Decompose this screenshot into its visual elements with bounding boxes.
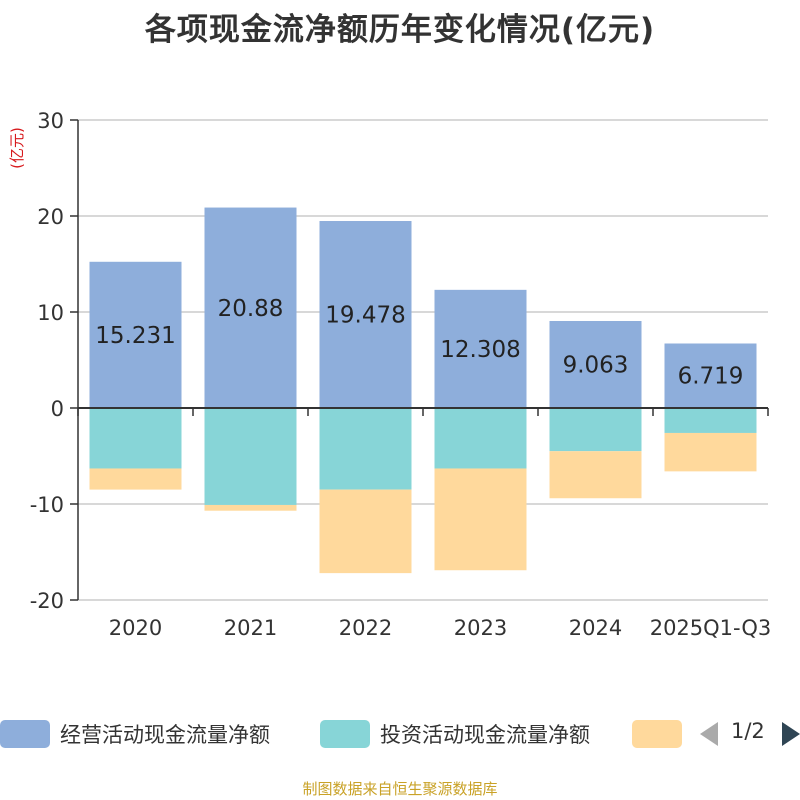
x-tick-label-2020: 2020 (109, 616, 162, 640)
grid-layer (78, 119, 768, 601)
bar-series0-2023 (434, 289, 527, 408)
bar-series1-2020 (89, 408, 182, 469)
legend-item-operating[interactable]: 经营活动现金流量净额 (0, 716, 310, 752)
y-tick-label--20: -20 (30, 589, 64, 613)
legend-next-page-icon[interactable] (782, 722, 800, 746)
legend-prev-page-icon[interactable] (700, 722, 718, 746)
data-label-2020: 15.231 (95, 323, 175, 349)
bar-series2-2021 (204, 504, 297, 511)
x-tick-label-2024: 2024 (569, 616, 622, 640)
data-label-2023: 12.308 (440, 337, 520, 363)
legend-swatch-operating (0, 720, 50, 748)
bar-series0-2025Q1-Q3 (664, 343, 757, 408)
bar-series1-2021 (204, 408, 297, 505)
source-note: 制图数据来自恒生聚源数据库 (302, 780, 498, 798)
y-axis-label: (亿元) (8, 127, 26, 169)
legend-label-operating: 经营活动现金流量净额 (60, 723, 270, 747)
label-layer: 15.231 20.88 19.478 12.308 9.063 6.719 (95, 296, 743, 390)
legend-item-investing[interactable]: 投资活动现金流量净额 (320, 716, 630, 752)
bar-series0-2021 (204, 207, 297, 408)
legend-swatch-third (632, 720, 682, 748)
bar-series0-2022 (319, 221, 412, 408)
chart-title: 各项现金流净额历年变化情况(亿元) (144, 12, 656, 48)
legend-swatch-investing (320, 720, 370, 748)
x-tick-label-2023: 2023 (454, 616, 507, 640)
data-label-2025Q1-Q3: 6.719 (678, 364, 744, 390)
chart-plot: 30 20 10 0 -10 -20 (亿元) 2020 2021 2022 2023 2024 202… (8, 109, 771, 640)
data-label-2024: 9.063 (563, 352, 629, 378)
bar-series1-2024 (549, 408, 642, 452)
x-tick-label-2022: 2022 (339, 616, 392, 640)
bar-series0-2020 (89, 261, 182, 408)
y-tick-label-0: 0 (51, 397, 64, 421)
legend-page-indicator: 1/2 (731, 719, 765, 743)
bar-series1-2025Q1-Q3 (664, 408, 757, 433)
data-label-2022: 19.478 (325, 303, 405, 329)
bar-series2-2024 (549, 451, 642, 499)
data-label-2021: 20.88 (218, 296, 284, 322)
x-tick-label-2025Q1-Q3: 2025Q1-Q3 (650, 616, 772, 640)
bar-series1-2023 (434, 408, 527, 469)
bar-series2-2020 (89, 468, 182, 490)
x-tick-label-2021: 2021 (224, 616, 277, 640)
bar-series2-2025Q1-Q3 (664, 432, 757, 472)
bar-series2-2023 (434, 468, 527, 571)
y-tick-label-30: 30 (37, 109, 64, 133)
y-tick-label--10: -10 (30, 493, 64, 517)
bar-series2-2022 (319, 489, 412, 574)
bar-layer (89, 207, 757, 574)
axis-layer: 30 20 10 0 -10 -20 (亿元) 2020 2021 2022 2023 2024 202… (8, 109, 771, 640)
legend-label-investing: 投资活动现金流量净额 (380, 723, 590, 747)
bar-series0-2024 (549, 320, 642, 408)
bar-series1-2022 (319, 408, 412, 490)
y-tick-label-20: 20 (37, 205, 64, 229)
legend-item-third[interactable] (632, 716, 684, 752)
legend-pager: 1/2 (700, 716, 800, 752)
y-tick-label-10: 10 (37, 301, 64, 325)
